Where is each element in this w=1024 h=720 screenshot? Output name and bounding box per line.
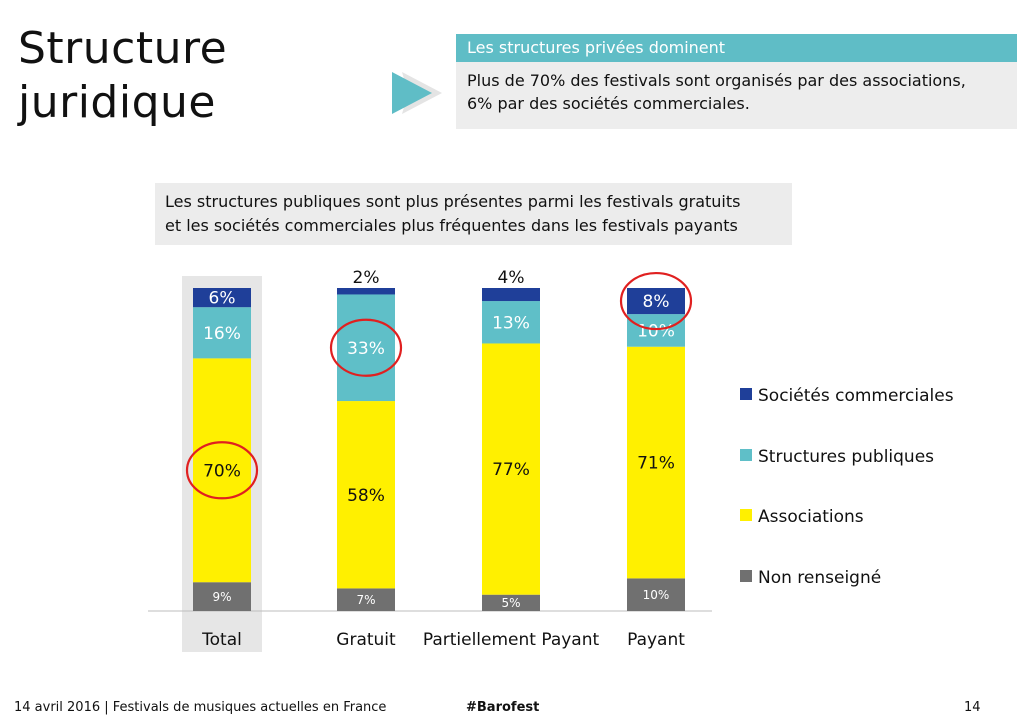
bar-segment-associations-partiellement-payant [482,343,540,595]
footer-hashtag: #Barofest [466,700,540,715]
callout-line-2: 6% par des sociétés commerciales. [467,94,750,113]
data-label-associations-gratuit: 58% [347,486,385,506]
bar-segment-societes-commerciales-total [193,288,251,308]
bar-segment-non-renseigne-partiellement-payant [482,594,540,611]
legend-swatch-structures-publiques [740,448,752,461]
legend-item-non-renseigne: Non renseigné [740,566,881,590]
bar-segment-non-renseigne-total [193,582,251,611]
bar-segment-structures-publiques-partiellement-payant [482,301,540,344]
x-tick-label-payant: Payant [627,630,685,650]
page-title-line1: Structure [18,23,228,74]
legend-swatch-non-renseigne [740,569,752,582]
bar-segment-societes-commerciales-payant [627,288,685,315]
x-tick-label-total: Total [201,630,242,650]
footer-page-number: 14 [964,700,981,715]
page-title: Structure juridique [18,22,338,130]
bar-segment-associations-total [193,358,251,583]
legend-label-associations: Associations [758,507,864,527]
data-label-associations-partiellement-payant: 77% [492,460,530,480]
legend-label-societes-commerciales: Sociétés commerciales [758,386,954,406]
data-label-structures-publiques-gratuit: 33% [347,339,385,359]
bar-segment-structures-publiques-gratuit [337,294,395,402]
data-label-structures-publiques-total: 16% [203,324,241,344]
data-label-societes-commerciales-gratuit: 2% [353,268,380,288]
legend-label-structures-publiques: Structures publiques [758,446,935,467]
annotation-circle-societes-commerciales-payant [619,271,693,331]
data-label-non-renseigne-payant: 10% [643,588,670,602]
data-label-non-renseigne-gratuit: 7% [356,593,375,607]
bar-segment-structures-publiques-total [193,307,251,359]
bar-segment-societes-commerciales-partiellement-payant [482,288,540,302]
data-label-societes-commerciales-payant: 8% [643,292,670,312]
x-tick-label-partiellement-payant: Partiellement Payant [423,630,600,650]
chart-subtitle: Les structures publiques sont plus prése… [155,183,792,245]
chart-subtitle-line-2: et les sociétés commerciales plus fréque… [165,216,738,235]
legend-item-structures-publiques: Structures publiques [740,445,934,469]
bar-segment-associations-payant [627,346,685,579]
callout-heading: Les structures privées dominent [456,34,1017,62]
data-label-non-renseigne-total: 9% [212,590,231,604]
callout-arrow-icon [392,72,442,114]
data-label-societes-commerciales-partiellement-payant: 4% [498,268,525,288]
legend-swatch-associations [740,509,752,521]
annotation-circle-structures-publiques-gratuit [329,318,403,377]
annotation-circle-associations-total [185,441,259,500]
data-label-associations-payant: 71% [637,454,675,474]
legend-label-non-renseigne: Non renseigné [758,567,882,588]
x-tick-label-gratuit: Gratuit [336,630,396,650]
data-label-structures-publiques-payant: 10% [637,322,675,342]
legend-swatch-societes-commerciales [740,388,752,400]
page-title-line2: juridique [18,77,216,128]
bar-segment-non-renseigne-payant [627,578,685,611]
callout-line-1: Plus de 70% des festivals sont organisés… [467,71,966,90]
legend-item-societes-commerciales: Sociétés commerciales [740,384,954,408]
data-label-structures-publiques-partiellement-payant: 13% [492,313,530,333]
data-label-societes-commerciales-total: 6% [209,289,236,309]
legend-item-associations: Associations [740,505,864,529]
key-finding-callout: Les structures privées dominent Plus de … [456,34,1017,129]
bar-segment-non-renseigne-gratuit [337,588,395,611]
footer-date-title: 14 avril 2016 | Festivals de musiques ac… [14,700,387,715]
bar-segment-associations-gratuit [337,401,395,589]
bar-segment-structures-publiques-payant [627,314,685,347]
chart-subtitle-line-1: Les structures publiques sont plus prése… [165,192,741,211]
data-label-non-renseigne-partiellement-payant: 5% [501,596,520,610]
callout-body: Plus de 70% des festivals sont organisés… [456,62,1017,129]
bar-segment-societes-commerciales-gratuit [337,288,395,295]
data-label-associations-total: 70% [203,461,241,481]
